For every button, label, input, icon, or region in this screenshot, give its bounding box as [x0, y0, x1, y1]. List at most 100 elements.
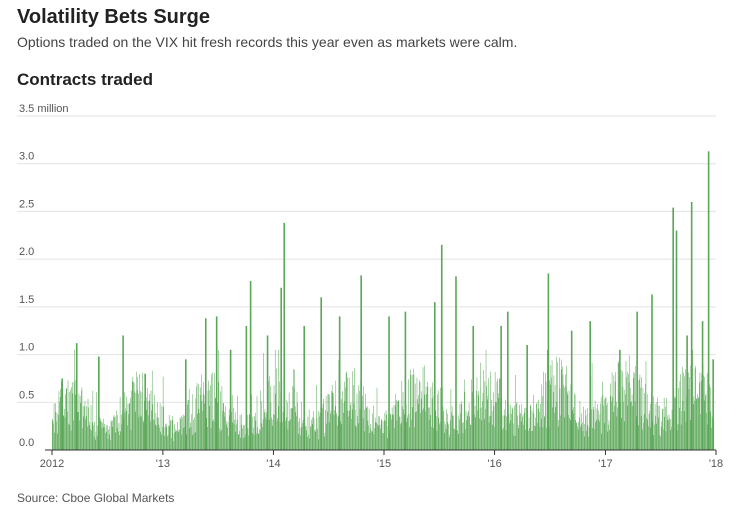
bar: [301, 426, 303, 450]
bar: [378, 416, 380, 450]
bar: [234, 412, 236, 450]
bar: [103, 418, 105, 450]
bar: [537, 422, 538, 450]
bar: [606, 431, 608, 450]
bar: [465, 410, 467, 450]
bar: [171, 438, 172, 450]
bar: [546, 349, 548, 450]
bar: [235, 431, 237, 450]
bar: [210, 427, 212, 450]
bar: [59, 401, 60, 450]
bar: [522, 414, 524, 450]
bar: [162, 426, 163, 450]
bar: [440, 244, 443, 450]
bar: [583, 436, 585, 450]
bar: [105, 431, 107, 450]
bar: [282, 421, 283, 450]
bar: [383, 433, 384, 450]
bar: [204, 395, 206, 450]
bar: [354, 368, 355, 450]
bar: [661, 421, 662, 450]
bar: [649, 410, 650, 450]
bar: [376, 387, 378, 450]
bar: [513, 435, 515, 450]
bar: [579, 417, 580, 450]
bar: [223, 403, 224, 450]
bar: [588, 427, 590, 450]
bar: [124, 412, 126, 450]
bar: [701, 321, 704, 450]
bar: [440, 387, 441, 450]
bar: [408, 379, 409, 450]
bar: [160, 431, 161, 450]
bar: [334, 405, 336, 450]
bar: [486, 385, 487, 450]
bar: [384, 412, 386, 450]
bar: [540, 418, 542, 450]
bar: [393, 405, 395, 450]
bar: [327, 411, 328, 450]
bar: [113, 415, 115, 450]
bar: [357, 423, 359, 450]
bar: [668, 414, 670, 450]
bar: [225, 406, 226, 450]
y-tick-label: 2.5: [19, 198, 34, 210]
bar: [699, 372, 701, 450]
bar: [222, 410, 223, 450]
bar: [511, 413, 512, 450]
bar: [587, 424, 589, 450]
bar: [457, 430, 458, 450]
bar: [319, 416, 320, 450]
bar: [545, 381, 547, 450]
bar: [509, 423, 510, 450]
bar: [663, 397, 665, 450]
bar: [207, 427, 208, 450]
bar: [385, 421, 386, 450]
bar: [68, 391, 70, 450]
bar: [526, 345, 528, 450]
bar: [523, 424, 524, 450]
bar: [510, 420, 512, 450]
y-tick-label: 0.0: [19, 437, 34, 449]
bar: [343, 412, 344, 450]
bar: [519, 414, 521, 450]
bar: [72, 393, 74, 450]
bar: [342, 402, 344, 450]
bar: [367, 406, 368, 450]
bar: [683, 372, 684, 450]
bar: [705, 395, 706, 450]
bar: [255, 420, 257, 450]
bar: [164, 435, 165, 450]
bar: [463, 422, 464, 450]
bar: [664, 416, 666, 450]
bar: [308, 434, 309, 450]
bar: [693, 396, 695, 450]
bar: [679, 381, 681, 450]
bar: [565, 374, 566, 450]
bar: [601, 433, 603, 450]
bar: [331, 385, 333, 450]
bar: [362, 418, 364, 450]
bar: [348, 416, 349, 450]
bar: [525, 407, 527, 450]
bar: [297, 433, 299, 450]
bar: [471, 391, 473, 450]
bar: [94, 421, 95, 450]
bar: [531, 410, 533, 450]
bar: [677, 424, 679, 450]
bar: [128, 413, 129, 450]
bar: [460, 400, 462, 450]
bar: [599, 421, 600, 450]
bar: [225, 420, 227, 450]
bar: [174, 424, 175, 450]
bar: [426, 394, 427, 450]
bar: [439, 421, 441, 450]
bar: [459, 419, 460, 450]
bar: [465, 428, 466, 450]
bar: [53, 423, 54, 450]
bar: [468, 410, 469, 450]
bar: [523, 412, 525, 450]
bar: [700, 413, 701, 450]
bar: [244, 437, 246, 450]
bar: [531, 430, 532, 450]
